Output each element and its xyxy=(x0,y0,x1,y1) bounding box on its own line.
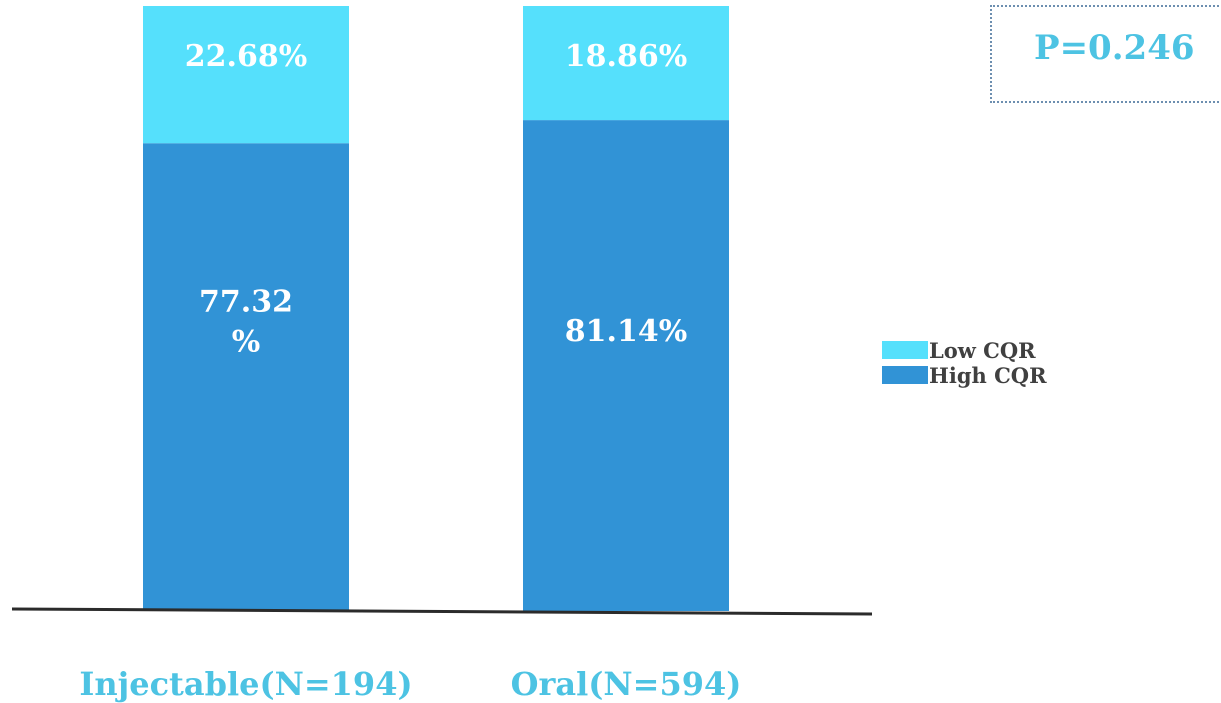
x-axis-line xyxy=(11,607,873,616)
bar-low-cqr-1 xyxy=(143,6,349,144)
x-tick-label-2: Oral(N=594) xyxy=(511,665,742,703)
bar-value-label-high-cqr-2: 81.14% xyxy=(565,314,687,349)
bar-low-cqr-2 xyxy=(523,6,729,121)
bar-value-label-high-cqr-1: 77.32% xyxy=(199,285,293,360)
x-tick-label-1: Injectable(N=194) xyxy=(79,665,412,703)
legend-label-low-cqr: Low CQR xyxy=(929,338,1036,363)
p-value-box xyxy=(990,5,1221,103)
bar-value-label-low-cqr-2: 18.86% xyxy=(565,39,687,74)
legend-label-high-cqr: High CQR xyxy=(929,363,1047,388)
bar-high-cqr-2 xyxy=(523,120,729,611)
bar-value-label-low-cqr-1: 22.68% xyxy=(185,39,307,74)
p-value-annotation: P=0.246 xyxy=(1034,28,1195,68)
bar-high-cqr-1 xyxy=(143,143,349,612)
legend-swatch-low-cqr xyxy=(882,341,928,359)
legend-swatch-high-cqr xyxy=(882,366,928,384)
